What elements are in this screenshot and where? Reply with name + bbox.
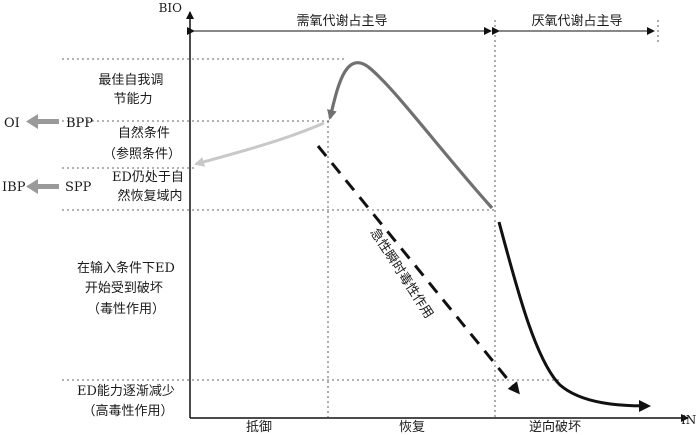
spp-label: SPP	[65, 180, 92, 195]
region-reverse-label: 逆向破坏	[529, 419, 581, 435]
ibp-label: IBP	[2, 180, 26, 195]
oi-label: OI	[4, 116, 20, 131]
anaerobic-region-label: 厌氧代谢占主导	[531, 13, 622, 29]
resilience-curve	[327, 61, 494, 210]
bpp-label: BPP	[66, 116, 93, 131]
light-return-curve	[194, 121, 325, 167]
region-recover-label: 恢复	[399, 420, 425, 435]
region-resist-label: 抵御	[246, 420, 272, 435]
aerobic-region-label: 需氧代谢占主导	[296, 13, 387, 29]
oi-arrow-icon	[26, 114, 59, 129]
label-ed-within-recovery: ED仍处于自 然恢复域内	[112, 170, 188, 204]
reverse-damage-curve	[497, 221, 651, 412]
label-ed-decrease: ED能力逐渐减少 （高毒性作用）	[77, 384, 179, 419]
x-axis-label: IN	[681, 413, 696, 427]
y-axis-label: BIO	[159, 1, 183, 15]
acute-toxicity-dashed-arrow	[316, 145, 520, 395]
ibp-arrow-icon	[26, 179, 59, 194]
label-ed-damaged: 在输入条件下ED 开始受到破坏 （毒性作用）	[77, 260, 179, 317]
acute-toxicity-annotation: 急性瞬时毒性作用	[367, 226, 436, 321]
label-natural-condition: 自然条件 （参照条件）	[103, 125, 181, 162]
label-best-regulation: 最佳自我调 节能力	[98, 73, 167, 107]
